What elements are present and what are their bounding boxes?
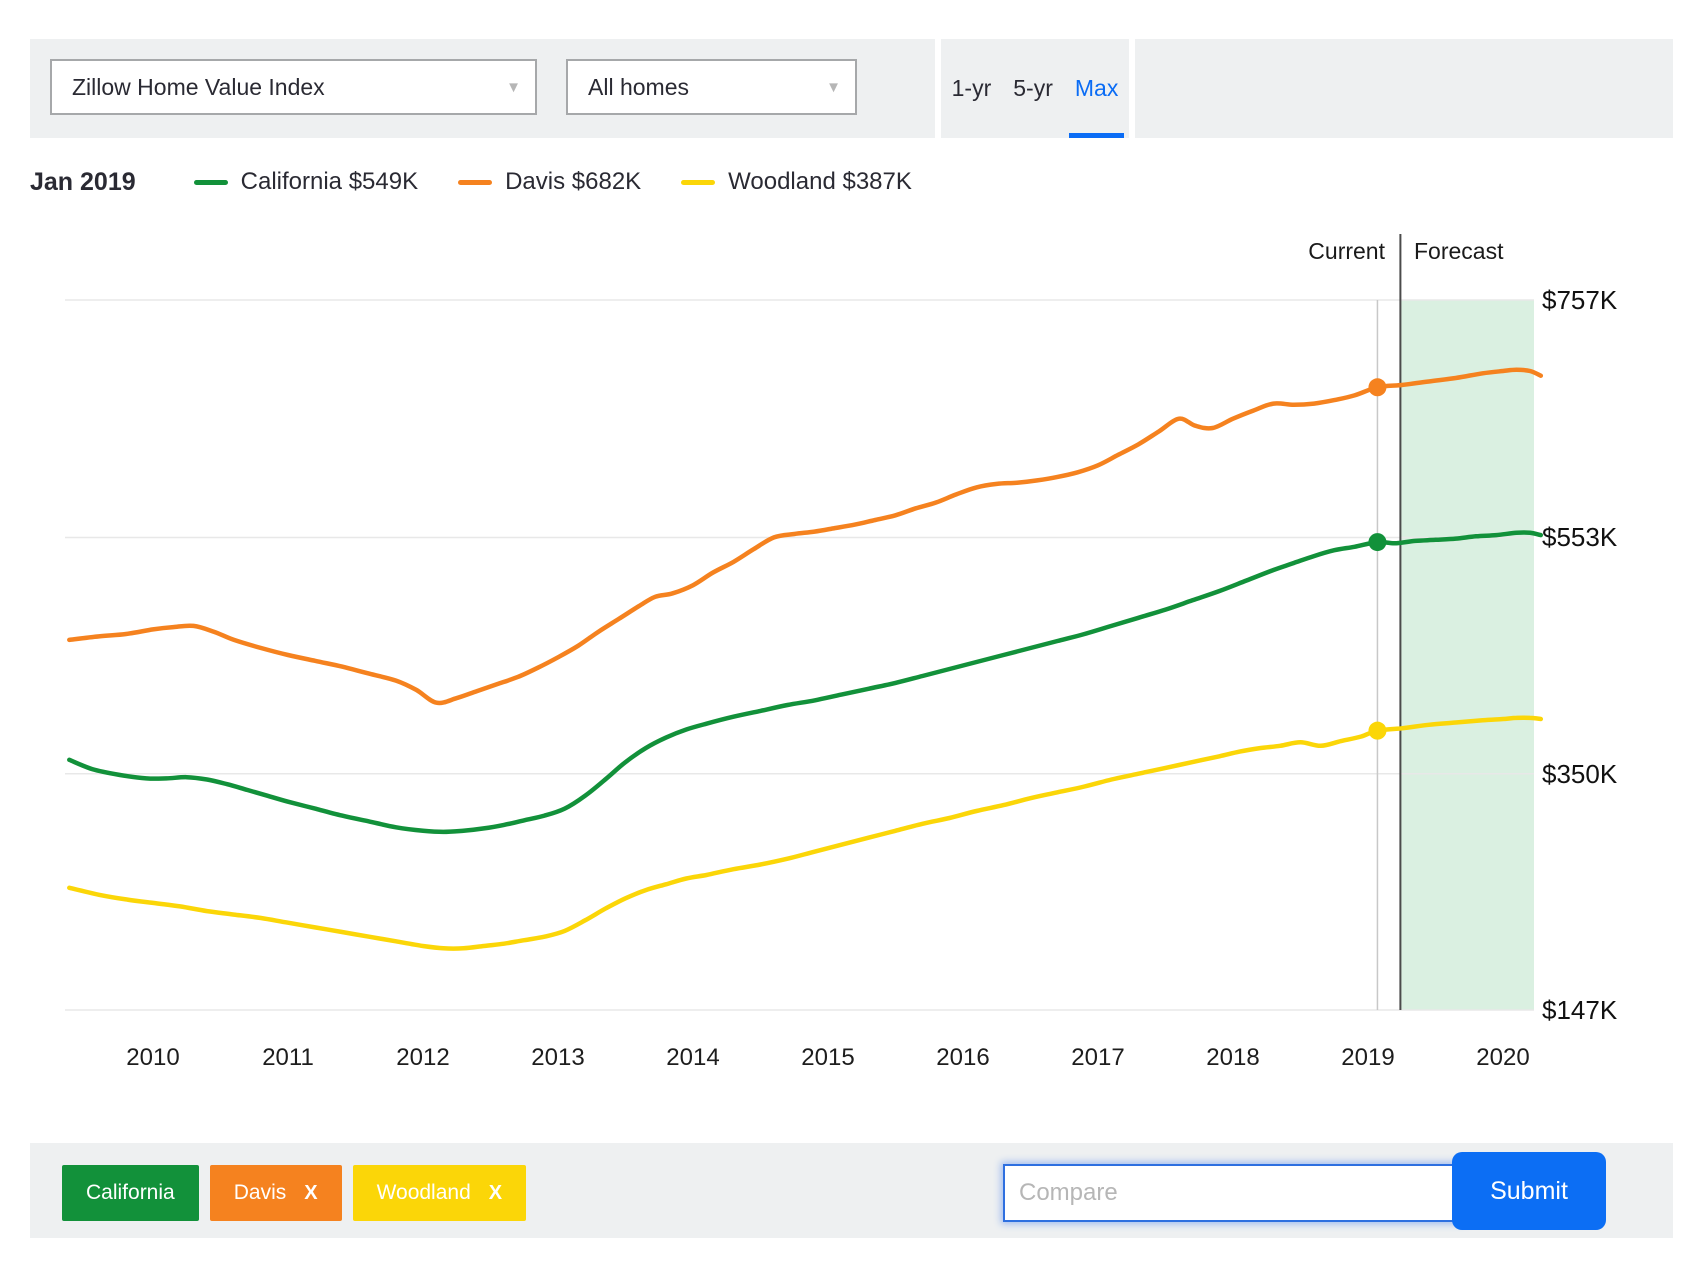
- y-tick-label: $553K: [1542, 522, 1618, 553]
- legend-swatch-icon: [193, 179, 228, 185]
- y-tick-label: $350K: [1542, 758, 1618, 789]
- legend-swatch-icon: [681, 179, 716, 185]
- toolbar-right-section: [1135, 39, 1673, 138]
- x-tick-label: 2012: [396, 1044, 450, 1071]
- compare-bar: California Davis X Woodland X Submit: [30, 1143, 1673, 1238]
- chip-remove-icon[interactable]: X: [304, 1181, 318, 1204]
- x-tick-label: 2010: [126, 1044, 180, 1071]
- series-line-davis: [67, 367, 1544, 706]
- chip-remove-icon[interactable]: X: [488, 1181, 503, 1204]
- home-type-select-value: All homes: [588, 73, 689, 100]
- x-tick-label: 2014: [666, 1044, 720, 1071]
- legend-items: California $549K Davis $682K Woodland $387…: [193, 168, 952, 196]
- hover-dot-woodland: [1368, 721, 1387, 740]
- series-line-woodland: [67, 715, 1544, 951]
- chip-label: Davis: [233, 1181, 287, 1204]
- chip-label: California: [86, 1181, 175, 1204]
- chevron-down-icon: ▼: [506, 78, 521, 96]
- active-tab-underline: [1068, 133, 1125, 138]
- legend-swatch-icon: [458, 179, 493, 185]
- submit-button[interactable]: Submit: [1452, 1152, 1606, 1230]
- hover-dot-california: [1368, 533, 1387, 552]
- legend-item-california: California $549K: [193, 168, 419, 196]
- forecast-band: [1400, 300, 1534, 1010]
- x-tick-label: 2020: [1476, 1044, 1530, 1071]
- metric-select-value: Zillow Home Value Index: [72, 73, 325, 100]
- chip-california[interactable]: California: [62, 1165, 199, 1221]
- chip-label: Woodland: [376, 1181, 471, 1204]
- legend-item-davis: Davis $682K: [458, 168, 641, 196]
- legend: Jan 2019 California $549K Davis $682K Wood…: [30, 160, 952, 204]
- toolbar-tabs-section: [941, 39, 1129, 138]
- chevron-down-icon: ▼: [826, 78, 841, 96]
- region-chips: California Davis X Woodland X: [62, 1165, 527, 1221]
- metric-select[interactable]: Zillow Home Value Index ▼: [50, 59, 537, 115]
- legend-item-label: California $549K: [240, 168, 419, 195]
- x-tick-label: 2019: [1341, 1044, 1395, 1071]
- chip-woodland[interactable]: Woodland X: [352, 1165, 527, 1221]
- x-tick-label: 2013: [531, 1044, 585, 1071]
- x-tick-label: 2018: [1206, 1044, 1260, 1071]
- chip-davis[interactable]: Davis X: [209, 1165, 342, 1221]
- x-tick-label: 2016: [936, 1044, 990, 1071]
- compare-input[interactable]: [1003, 1164, 1467, 1222]
- current-region-label: Current: [1308, 238, 1385, 264]
- home-type-select[interactable]: All homes ▼: [566, 59, 857, 115]
- x-tick-label: 2015: [801, 1044, 855, 1071]
- series-line-california: [67, 530, 1544, 835]
- tab-max[interactable]: Max: [1074, 75, 1119, 101]
- y-tick-label: $147K: [1542, 995, 1618, 1025]
- legend-item-label: Davis $682K: [505, 168, 642, 195]
- forecast-region-label: Forecast: [1414, 238, 1504, 264]
- legend-date: Jan 2019: [30, 167, 136, 196]
- legend-item-label: Woodland $387K: [728, 168, 912, 195]
- tab-1-yr[interactable]: 1-yr: [951, 75, 992, 101]
- y-tick-label: $757K: [1542, 285, 1618, 315]
- range-tabs: 1-yr 5-yr Max: [941, 39, 1129, 138]
- hover-dot-davis: [1368, 378, 1387, 397]
- legend-item-woodland: Woodland $387K: [681, 168, 912, 196]
- tab-5-yr[interactable]: 5-yr: [1013, 75, 1053, 101]
- x-tick-label: 2017: [1071, 1044, 1125, 1071]
- x-tick-label: 2011: [262, 1044, 314, 1071]
